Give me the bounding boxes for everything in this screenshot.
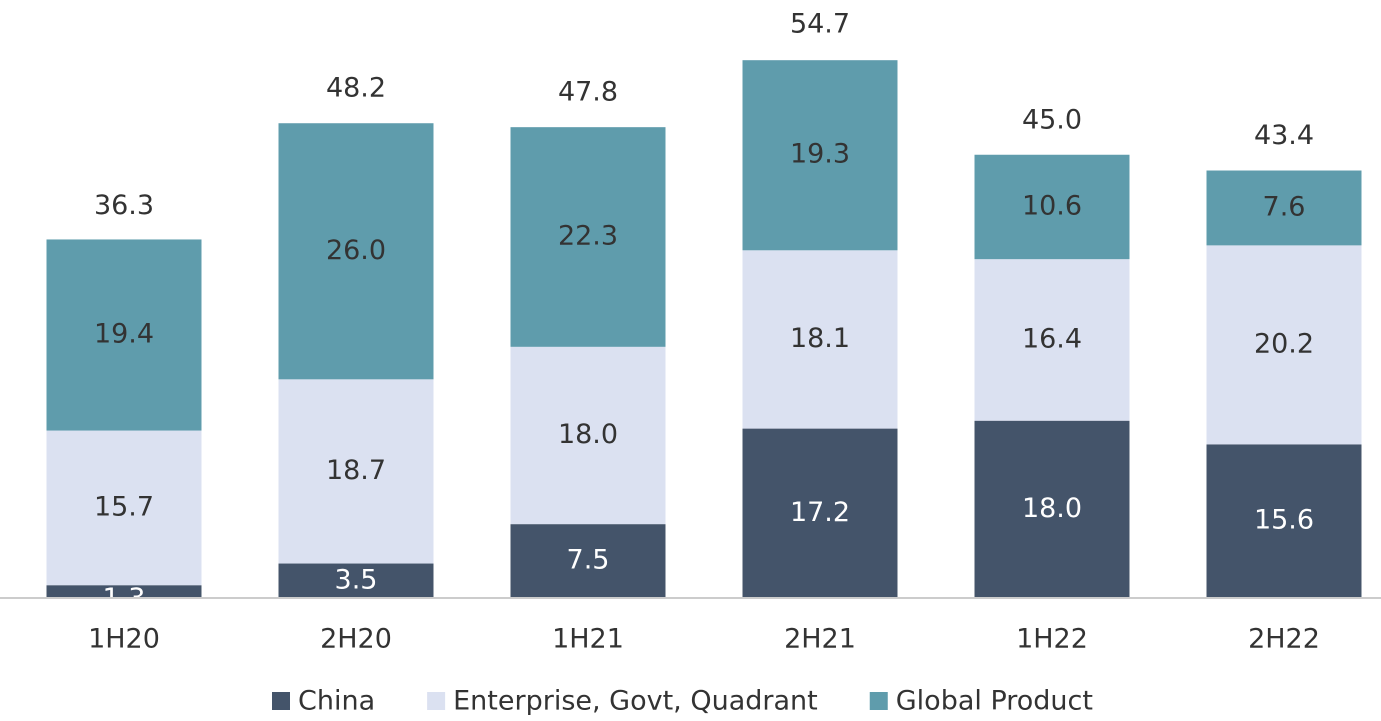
legend-swatch — [427, 692, 446, 710]
legend-label: Global Product — [896, 686, 1093, 717]
value-label: 7.6 — [1263, 191, 1306, 222]
value-label: 18.0 — [1022, 493, 1082, 524]
value-label: 18.1 — [790, 323, 850, 354]
value-label: 7.5 — [567, 545, 610, 576]
value-label: 26.0 — [326, 235, 386, 266]
x-tick-label: 2H21 — [784, 624, 856, 655]
bar-segment — [510, 524, 666, 598]
total-label: 45.0 — [1022, 104, 1082, 135]
bar-segment — [278, 123, 434, 380]
value-label: 15.6 — [1254, 505, 1314, 536]
bar-segment — [278, 563, 434, 598]
bar-segment — [974, 154, 1130, 260]
x-tick-label: 1H20 — [88, 624, 160, 655]
legend-swatch — [869, 692, 888, 710]
bar-segment — [974, 420, 1130, 598]
total-label: 48.2 — [326, 73, 386, 104]
value-label: 10.6 — [1022, 190, 1082, 221]
total-label: 47.8 — [558, 77, 618, 108]
bar-segment — [510, 127, 666, 347]
bar-segment — [46, 585, 202, 598]
bar-segment — [742, 250, 898, 429]
legend-label: Enterprise, Govt, Quadrant — [453, 686, 818, 717]
total-label: 36.3 — [94, 190, 154, 221]
bar-segment — [742, 60, 898, 251]
legend-swatch — [272, 692, 290, 710]
total-label: 43.4 — [1254, 120, 1314, 151]
value-label: 19.4 — [94, 319, 154, 350]
value-label: 20.2 — [1254, 328, 1314, 359]
total-label: 54.7 — [790, 9, 850, 40]
value-label: 3.5 — [335, 564, 378, 595]
bar-segment — [278, 379, 434, 564]
x-tick-label: 2H22 — [1248, 624, 1320, 655]
bar-segment — [1206, 170, 1362, 246]
x-tick-label: 2H20 — [320, 624, 392, 655]
value-label: 18.7 — [326, 455, 386, 486]
value-label: 18.0 — [558, 419, 618, 450]
bar-segment — [742, 428, 898, 598]
bar-segment — [46, 239, 202, 431]
bar-segment — [1206, 245, 1362, 445]
x-tick-label: 1H22 — [1016, 624, 1088, 655]
value-label: 15.7 — [94, 491, 154, 522]
value-label: 17.2 — [790, 497, 850, 528]
value-label: 16.4 — [1022, 323, 1082, 354]
bar-segment — [1206, 444, 1362, 598]
bar-segment — [46, 430, 202, 586]
value-label: 19.3 — [790, 139, 850, 170]
bar-segment — [974, 259, 1130, 421]
bar-segment — [510, 346, 666, 525]
legend-label: China — [298, 686, 375, 717]
x-tick-label: 1H21 — [552, 624, 624, 655]
value-label: 22.3 — [558, 220, 618, 251]
